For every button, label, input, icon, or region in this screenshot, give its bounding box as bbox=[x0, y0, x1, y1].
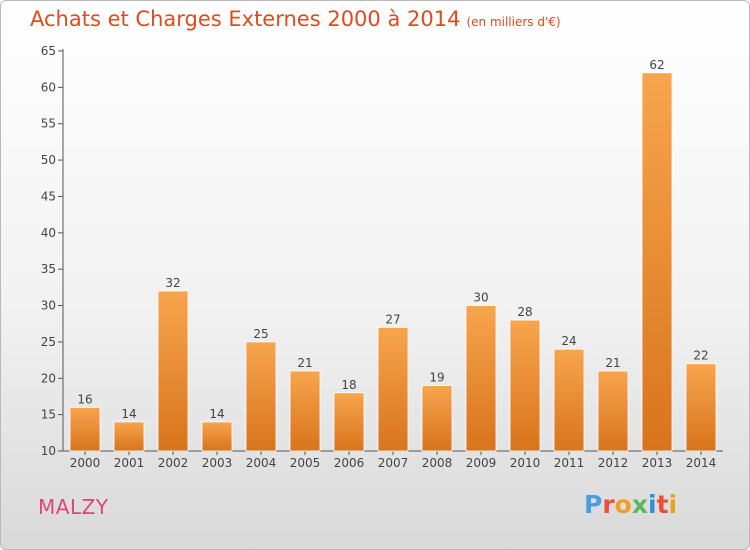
x-tick-label: 2010 bbox=[510, 456, 541, 470]
bar-value-label: 14 bbox=[121, 407, 136, 421]
bar-value-label: 24 bbox=[561, 334, 576, 348]
bar bbox=[69, 406, 101, 452]
chart-title-text: Achats et Charges Externes 2000 à 2014 bbox=[30, 7, 461, 31]
bar-value-label: 28 bbox=[517, 305, 532, 319]
bar bbox=[597, 370, 629, 452]
x-tick-label: 2003 bbox=[202, 456, 233, 470]
bar-value-label: 19 bbox=[429, 371, 444, 385]
y-tick-label: 10 bbox=[41, 444, 56, 458]
x-tick-label: 2004 bbox=[246, 456, 277, 470]
chart-axes: 10 15 20 25 30 35 40 45 50 55 60 65 bbox=[41, 44, 723, 458]
x-tick-label: 2001 bbox=[114, 456, 145, 470]
bar-value-label: 21 bbox=[297, 356, 312, 370]
y-tick-label: 30 bbox=[41, 299, 56, 313]
bar-value-label: 32 bbox=[165, 276, 180, 290]
chart-title: Achats et Charges Externes 2000 à 2014 (e… bbox=[30, 7, 561, 31]
y-tick-label: 25 bbox=[41, 335, 56, 349]
x-tick-label: 2005 bbox=[290, 456, 321, 470]
y-tick-label: 15 bbox=[41, 408, 56, 422]
y-tick-label: 50 bbox=[41, 153, 56, 167]
logo-letter: x bbox=[631, 490, 648, 519]
logo-letter: o bbox=[614, 490, 632, 519]
bar bbox=[113, 421, 145, 452]
x-tick-label: 2014 bbox=[686, 456, 717, 470]
town-name: MALZY bbox=[38, 495, 109, 519]
bar bbox=[509, 319, 541, 452]
bar bbox=[289, 370, 321, 452]
x-tick-label: 2013 bbox=[642, 456, 673, 470]
chart-labels: 16 2000 14 2001 32 2002 14 2003 25 2004 21 2005 18 20… bbox=[70, 58, 717, 470]
x-tick-label: 2009 bbox=[466, 456, 497, 470]
bar-value-label: 22 bbox=[693, 349, 708, 363]
x-tick-label: 2000 bbox=[70, 456, 101, 470]
bar bbox=[553, 348, 585, 452]
proxiti-logo: Proxiti bbox=[584, 490, 677, 519]
chart-unit: (en milliers d'€) bbox=[466, 15, 561, 29]
y-tick-label: 20 bbox=[41, 371, 56, 385]
bar-value-label: 18 bbox=[341, 378, 356, 392]
y-tick-label: 55 bbox=[41, 117, 56, 131]
bar-value-label: 21 bbox=[605, 356, 620, 370]
logo-letter: P bbox=[584, 490, 603, 519]
x-tick-label: 2006 bbox=[334, 456, 365, 470]
bar-value-label: 27 bbox=[385, 312, 400, 326]
logo-letter: r bbox=[602, 490, 615, 519]
y-tick-label: 65 bbox=[41, 44, 56, 58]
bar bbox=[421, 385, 453, 452]
x-tick-label: 2002 bbox=[158, 456, 189, 470]
x-tick-label: 2011 bbox=[554, 456, 585, 470]
bar-value-label: 14 bbox=[209, 407, 224, 421]
chart-bars bbox=[69, 72, 717, 452]
bar-value-label: 25 bbox=[253, 327, 268, 341]
bar bbox=[333, 392, 365, 452]
bar-value-label: 62 bbox=[649, 58, 664, 72]
y-tick-label: 35 bbox=[41, 262, 56, 276]
bar-value-label: 16 bbox=[77, 392, 92, 406]
bar bbox=[201, 421, 233, 452]
logo-letter: t bbox=[656, 490, 669, 519]
x-tick-label: 2012 bbox=[598, 456, 629, 470]
bar bbox=[245, 341, 277, 452]
bar-value-label: 30 bbox=[473, 291, 488, 305]
bar bbox=[641, 72, 673, 452]
x-tick-label: 2008 bbox=[422, 456, 453, 470]
bar bbox=[377, 326, 409, 452]
y-tick-label: 40 bbox=[41, 226, 56, 240]
logo-letter: i bbox=[668, 490, 678, 519]
bar bbox=[465, 305, 497, 452]
y-tick-label: 45 bbox=[41, 189, 56, 203]
bar bbox=[157, 290, 189, 452]
logo-letter: i bbox=[648, 490, 657, 519]
bar bbox=[685, 363, 717, 452]
x-tick-label: 2007 bbox=[378, 456, 409, 470]
y-tick-label: 60 bbox=[41, 80, 56, 94]
